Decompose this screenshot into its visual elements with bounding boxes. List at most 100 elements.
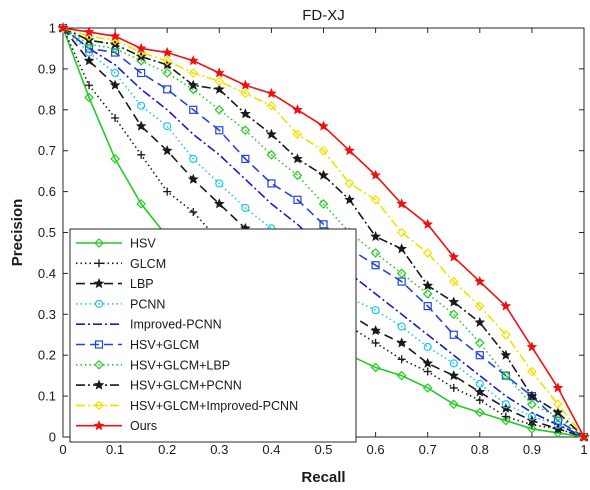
data-point bbox=[396, 370, 407, 381]
y-axis-title: Precision bbox=[9, 199, 26, 267]
data-point bbox=[163, 85, 172, 94]
data-point bbox=[371, 261, 380, 270]
data-point bbox=[136, 199, 146, 209]
data-point bbox=[163, 187, 172, 196]
data-point bbox=[396, 337, 407, 348]
data-point bbox=[448, 309, 459, 320]
series-line bbox=[62, 27, 585, 438]
data-point bbox=[240, 88, 251, 99]
data-point bbox=[344, 178, 355, 189]
data-point bbox=[578, 431, 590, 442]
data-point bbox=[422, 383, 433, 393]
data-point bbox=[214, 76, 225, 87]
data-point bbox=[344, 194, 355, 205]
data-point bbox=[83, 55, 95, 66]
data-point bbox=[94, 238, 104, 248]
data-point bbox=[396, 227, 407, 238]
data-point bbox=[267, 179, 276, 188]
data-point bbox=[240, 79, 251, 90]
data-point bbox=[110, 48, 120, 57]
data-point bbox=[396, 198, 407, 209]
data-point bbox=[266, 100, 277, 111]
data-point bbox=[500, 349, 512, 360]
data-point bbox=[240, 108, 251, 119]
data-point bbox=[84, 44, 94, 53]
data-point bbox=[370, 325, 381, 336]
data-point bbox=[84, 92, 94, 103]
data-point bbox=[94, 340, 104, 349]
data-point bbox=[137, 150, 146, 159]
data-point bbox=[448, 276, 459, 287]
data-point bbox=[527, 399, 537, 410]
data-point bbox=[422, 289, 433, 299]
data-point bbox=[213, 198, 225, 209]
legend-item: HSV+GLCM+Improved-PCNN bbox=[76, 399, 298, 413]
data-point bbox=[423, 367, 432, 376]
data-point bbox=[448, 296, 460, 307]
y-tick-label: 0.4 bbox=[38, 266, 56, 281]
data-point bbox=[370, 248, 381, 258]
x-tick-label: 1 bbox=[580, 442, 587, 457]
data-point bbox=[162, 68, 173, 78]
data-point bbox=[501, 329, 511, 340]
data-point bbox=[501, 400, 510, 409]
data-point bbox=[292, 129, 303, 140]
data-point bbox=[397, 322, 406, 331]
data-point bbox=[187, 55, 199, 66]
data-point bbox=[189, 105, 198, 114]
x-tick-label: 0.3 bbox=[210, 442, 228, 457]
data-point bbox=[94, 400, 104, 411]
x-tick-label: 0.2 bbox=[158, 442, 176, 457]
data-point bbox=[161, 46, 173, 58]
data-point bbox=[474, 301, 485, 311]
legend-label: LBP bbox=[130, 277, 154, 291]
data-point bbox=[109, 79, 121, 90]
chart-text: FD-XJ Recall Precision bbox=[9, 7, 346, 486]
y-tick-label: 0.1 bbox=[38, 389, 56, 404]
series-ours bbox=[57, 22, 590, 442]
y-tick-label: 0.2 bbox=[38, 348, 56, 363]
legend-label: HSV+GLCM+Improved-PCNN bbox=[130, 399, 298, 413]
data-point bbox=[474, 316, 486, 327]
y-tick-label: 0.6 bbox=[38, 184, 56, 199]
data-point bbox=[162, 55, 173, 66]
y-tick-label: 0.7 bbox=[38, 143, 56, 158]
legend-label: HSV+GLCM+PCNN bbox=[130, 379, 242, 393]
data-point bbox=[475, 379, 484, 388]
data-point bbox=[501, 415, 511, 426]
data-point bbox=[137, 68, 146, 78]
data-point bbox=[163, 122, 172, 131]
x-tick-label: 0.4 bbox=[262, 442, 280, 457]
data-point bbox=[318, 120, 329, 131]
data-point bbox=[135, 42, 147, 53]
data-point bbox=[449, 359, 458, 368]
data-point bbox=[396, 268, 407, 279]
data-point bbox=[189, 208, 198, 217]
data-point bbox=[370, 169, 381, 180]
data-point bbox=[188, 68, 199, 78]
data-point bbox=[422, 280, 434, 291]
data-point bbox=[93, 420, 105, 431]
data-point bbox=[448, 251, 460, 262]
legend-item: Improved-PCNN bbox=[76, 318, 222, 332]
legend-item: HSV+GLCM+LBP bbox=[76, 358, 230, 372]
x-tick-label: 0.9 bbox=[523, 442, 541, 457]
data-point bbox=[111, 113, 120, 122]
x-tick-label: 0.5 bbox=[314, 442, 332, 457]
data-point bbox=[213, 83, 225, 94]
data-point bbox=[292, 153, 303, 164]
data-point bbox=[187, 173, 199, 184]
data-point bbox=[422, 218, 434, 229]
data-point bbox=[292, 170, 303, 181]
legend-item: PCNN bbox=[76, 297, 165, 311]
data-point bbox=[292, 104, 303, 115]
data-point bbox=[83, 26, 95, 37]
legend-label: Ours bbox=[130, 419, 157, 433]
data-point bbox=[266, 87, 277, 98]
data-point bbox=[110, 154, 120, 164]
data-point bbox=[215, 126, 224, 135]
data-point bbox=[422, 248, 433, 258]
data-point bbox=[501, 370, 511, 381]
data-point bbox=[241, 203, 250, 213]
